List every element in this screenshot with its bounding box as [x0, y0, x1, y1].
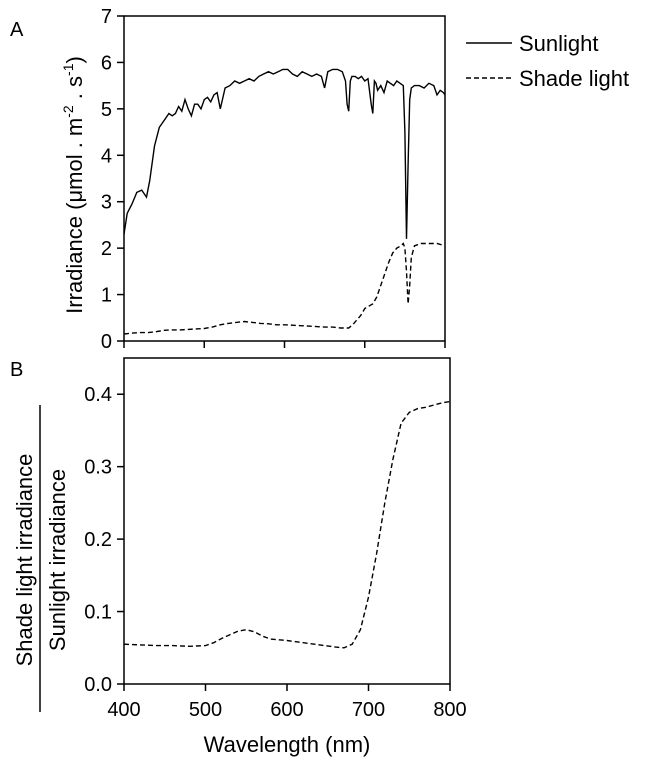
x-tick-label: 800: [433, 699, 466, 721]
y-label-main: Irradiance (μmol . m: [62, 118, 87, 314]
panel-a-y-label: Irradiance (μmol . m-2 . s-1): [60, 56, 87, 314]
ratio-line: [123, 400, 451, 649]
x-tick-label: 700: [352, 699, 385, 721]
x-tick-label: 500: [189, 699, 222, 721]
panel-a-label: A: [10, 19, 24, 41]
y-label-end: ): [62, 56, 87, 63]
sunlight-line: [123, 68, 446, 239]
panel-b-lines: [123, 400, 451, 649]
y-label-mid: . s: [62, 76, 87, 105]
x-tick-label: 600: [270, 699, 303, 721]
y-tick-label: 0.2: [84, 529, 112, 551]
y-tick-label: 6: [101, 52, 112, 74]
y-label-numerator: Shade light irradiance: [12, 454, 37, 667]
panel-b-y-label: Shade light irradiance Sunlight irradian…: [12, 405, 70, 712]
panel-a-x-ticks: [123, 341, 446, 348]
y-tick-label: 0: [101, 331, 112, 353]
legend-sunlight-label: Sunlight: [519, 31, 599, 56]
y-tick-label: 5: [101, 99, 112, 121]
panel-a-plot: 0 1 2 3 4 5 6 7: [101, 6, 446, 353]
y-tick-label: 2: [101, 238, 112, 260]
x-axis-label: Wavelength (nm): [204, 732, 371, 757]
panel-b-label: B: [10, 359, 23, 381]
y-tick-label: 0.3: [84, 457, 112, 479]
panel-a-frame: [123, 15, 446, 342]
y-label-exp2: -1: [60, 63, 76, 76]
y-tick-label: 4: [101, 145, 112, 167]
panel-b-frame: [123, 357, 451, 685]
y-label-denominator: Sunlight irradiance: [45, 469, 70, 651]
shade-light-line: [123, 242, 446, 335]
y-tick-label: 0.1: [84, 602, 112, 624]
panel-a-lines: [123, 68, 446, 335]
panel-b-x-ticks: 400 500 600 700 800: [107, 684, 467, 721]
panel-b-y-ticks: 0.0 0.1 0.2 0.3 0.4: [84, 384, 124, 696]
panel-b-plot: 0.0 0.1 0.2 0.3 0.4 400 500 600 700 800: [84, 357, 467, 721]
y-tick-label: 0.4: [84, 384, 112, 406]
y-tick-label: 3: [101, 192, 112, 214]
y-tick-label: 0.0: [84, 674, 112, 696]
y-tick-label: 7: [101, 6, 112, 28]
panel-a-y-ticks: 0 1 2 3 4 5 6 7: [101, 6, 124, 353]
x-tick-label: 400: [107, 699, 140, 721]
legend-shade-label: Shade light: [519, 66, 629, 91]
y-tick-label: 1: [101, 285, 112, 307]
y-label-exp1: -2: [60, 105, 76, 118]
legend: Sunlight Shade light: [466, 31, 629, 91]
